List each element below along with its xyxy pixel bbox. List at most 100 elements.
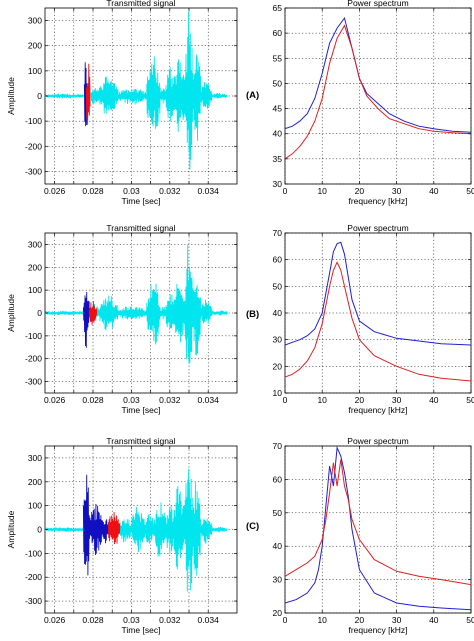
x-tick-label: 0.034	[198, 186, 220, 196]
x-tick-label: 0	[283, 615, 288, 625]
x-tick-label: 0	[283, 186, 288, 196]
plot-frame	[284, 445, 472, 614]
x-axis-label: frequency [kHz]	[348, 196, 407, 206]
plot-area	[45, 468, 228, 592]
y-axis-label: Amplitude	[6, 294, 16, 332]
plot-frame	[284, 7, 472, 185]
y-tick-label: 45	[273, 104, 283, 114]
spectrum-series-2	[285, 261, 471, 382]
y-tick-label: 40	[273, 308, 283, 318]
spectrum-series-2	[285, 24, 471, 160]
x-tick-label: 30	[392, 395, 402, 405]
x-tick-label: 50	[466, 395, 474, 405]
x-tick-label: 50	[466, 186, 474, 196]
x-tick-label: 0.034	[198, 615, 220, 625]
y-tick-label: 35	[273, 154, 283, 164]
x-tick-label: 30	[392, 186, 402, 196]
y-tick-label: -200	[25, 354, 42, 364]
spectrum-series-1	[285, 446, 471, 611]
x-tick-label: 0.032	[159, 395, 181, 405]
x-tick-label: 0.032	[159, 186, 181, 196]
y-tick-label: 50	[273, 508, 283, 518]
y-tick-label: 300	[28, 239, 42, 249]
plot-area	[285, 446, 471, 611]
x-axis-label: Time [sec]	[122, 196, 161, 206]
panel-label-c: (C)	[246, 521, 259, 532]
chart-title: Power spectrum	[347, 436, 408, 446]
plot-area	[285, 241, 471, 382]
signal-series-1	[45, 244, 228, 365]
x-axis-label: frequency [kHz]	[348, 405, 407, 415]
y-tick-label: -100	[25, 331, 42, 341]
chart-title: Transmitted signal	[106, 223, 175, 233]
y-tick-label: 100	[28, 285, 42, 295]
x-tick-label: 0.028	[82, 615, 104, 625]
y-tick-label: 30	[273, 575, 283, 585]
signal-series-3	[85, 63, 91, 125]
x-tick-label: 0.034	[198, 395, 220, 405]
y-tick-label: 10	[273, 388, 283, 398]
y-tick-label: 70	[273, 228, 283, 238]
chart-2: 0 10 20 30 40 50 30 35 40 45 50 55 60 65 Power spectru…	[273, 0, 474, 206]
y-axis-label: Amplitude	[6, 510, 16, 548]
x-tick-label: 0.028	[82, 395, 104, 405]
y-tick-label: -300	[25, 377, 42, 387]
x-tick-label: 0.028	[82, 186, 104, 196]
y-tick-label: 30	[273, 335, 283, 345]
y-tick-label: 200	[28, 41, 42, 51]
signal-series-3	[107, 511, 121, 545]
y-tick-label: 100	[28, 501, 42, 511]
y-tick-label: 50	[273, 78, 283, 88]
y-tick-label: 55	[273, 53, 283, 63]
y-tick-label: 20	[273, 361, 283, 371]
plot-area	[285, 16, 471, 160]
chart-5: 0.026 0.028 0.03 0.032 0.034 -300 -200 -100 0 100…	[6, 436, 238, 635]
chart-title: Transmitted signal	[106, 436, 175, 446]
y-tick-label: 70	[273, 441, 283, 451]
y-tick-label: 100	[28, 66, 42, 76]
x-tick-label: 20	[355, 395, 365, 405]
x-tick-label: 40	[429, 615, 439, 625]
panel-label-a: (A)	[246, 90, 259, 101]
x-tick-label: 40	[429, 186, 439, 196]
y-tick-label: 20	[273, 608, 283, 618]
chart-title: Power spectrum	[347, 223, 408, 233]
y-tick-label: -100	[25, 548, 42, 558]
signal-series-2	[82, 474, 109, 576]
x-axis-label: frequency [kHz]	[348, 625, 407, 635]
x-tick-label: 0.03	[123, 395, 140, 405]
y-tick-label: -300	[25, 166, 42, 176]
x-axis-label: Time [sec]	[122, 405, 161, 415]
plot-area	[45, 11, 228, 170]
x-tick-label: 50	[466, 615, 474, 625]
y-tick-label: 0	[37, 525, 42, 535]
y-tick-label: -300	[25, 596, 42, 606]
y-tick-label: -100	[25, 116, 42, 126]
y-tick-label: 0	[37, 308, 42, 318]
signal-series-1	[45, 468, 228, 592]
y-tick-label: 200	[28, 262, 42, 272]
x-tick-label: 0.026	[44, 186, 66, 196]
signal-series-1	[45, 11, 228, 170]
x-tick-label: 40	[429, 395, 439, 405]
y-tick-label: 60	[273, 28, 283, 38]
y-tick-label: 30	[273, 179, 283, 189]
chart-3: 0.026 0.028 0.03 0.032 0.034 -300 -200 -100 0 100…	[6, 223, 238, 415]
y-tick-label: 50	[273, 281, 283, 291]
y-tick-label: -200	[25, 572, 42, 582]
x-tick-label: 0.026	[44, 395, 66, 405]
x-tick-label: 0.032	[159, 615, 181, 625]
spectrum-series-2	[285, 459, 471, 586]
spectrum-series-1	[285, 241, 471, 346]
x-axis-label: Time [sec]	[122, 625, 161, 635]
panel-label-b: (B)	[246, 309, 259, 320]
x-tick-label: 0.026	[44, 615, 66, 625]
x-tick-label: 30	[392, 615, 402, 625]
x-tick-label: 10	[317, 186, 327, 196]
x-tick-label: 20	[355, 186, 365, 196]
x-tick-label: 0.03	[123, 186, 140, 196]
y-tick-label: 40	[273, 129, 283, 139]
y-tick-label: -200	[25, 141, 42, 151]
